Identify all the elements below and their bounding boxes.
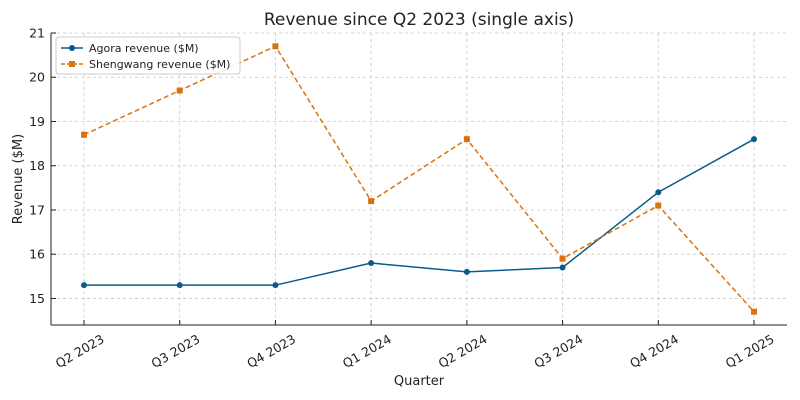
x-tick-label: Q3 2024 — [531, 331, 585, 371]
y-tick-label: 18 — [29, 158, 45, 173]
series-layer — [81, 43, 757, 315]
x-axis-label: Quarter — [394, 374, 445, 389]
data-point-1 — [272, 282, 279, 289]
data-point-1 — [81, 282, 87, 289]
data-point-2 — [81, 131, 87, 138]
series-line-1 — [84, 138, 755, 286]
data-point-1 — [463, 268, 470, 275]
data-point-1 — [559, 264, 566, 271]
x-tick-label: Q2 2024 — [436, 331, 490, 371]
data-point-2 — [751, 308, 757, 315]
series-line-2 — [83, 45, 755, 313]
chart-title: Revenue since Q2 2023 (single axis) — [264, 10, 574, 30]
data-point-1 — [751, 136, 757, 143]
x-tick-label: Q1 2024 — [340, 331, 394, 371]
legend: Agora revenue ($M) Shengwang revenue ($M) — [55, 36, 241, 75]
y-tick-label: 20 — [29, 70, 45, 85]
y-tick-label: 17 — [29, 202, 45, 217]
y-tick-label: 21 — [29, 26, 45, 41]
legend-label-2: Shengwang revenue ($M) — [89, 58, 230, 71]
y-tick-label: 16 — [29, 247, 45, 262]
axes — [50, 32, 787, 326]
x-tick-label: Q1 2025 — [723, 331, 777, 371]
legend-marker-2 — [69, 61, 75, 67]
y-tick-label: 19 — [29, 114, 45, 129]
legend-marker-1 — [69, 45, 75, 51]
y-tick-label: 15 — [29, 291, 45, 306]
x-tick-label: Q3 2023 — [149, 331, 203, 371]
data-point-2 — [655, 202, 662, 209]
y-axis-label: Revenue ($M) — [11, 134, 26, 224]
grid-lines — [51, 32, 787, 325]
data-point-1 — [655, 189, 662, 196]
x-tick-label: Q2 2023 — [53, 331, 107, 371]
x-tick-label: Q4 2023 — [244, 331, 298, 371]
data-point-2 — [176, 87, 183, 94]
x-tick-label: Q4 2024 — [627, 331, 681, 371]
legend-box — [55, 36, 241, 75]
data-point-2 — [368, 198, 375, 205]
data-point-1 — [368, 260, 375, 267]
data-point-2 — [559, 255, 566, 262]
legend-label-1: Agora revenue ($M) — [89, 42, 199, 55]
data-point-2 — [463, 136, 470, 143]
data-point-1 — [176, 282, 183, 289]
data-point-2 — [272, 43, 279, 50]
